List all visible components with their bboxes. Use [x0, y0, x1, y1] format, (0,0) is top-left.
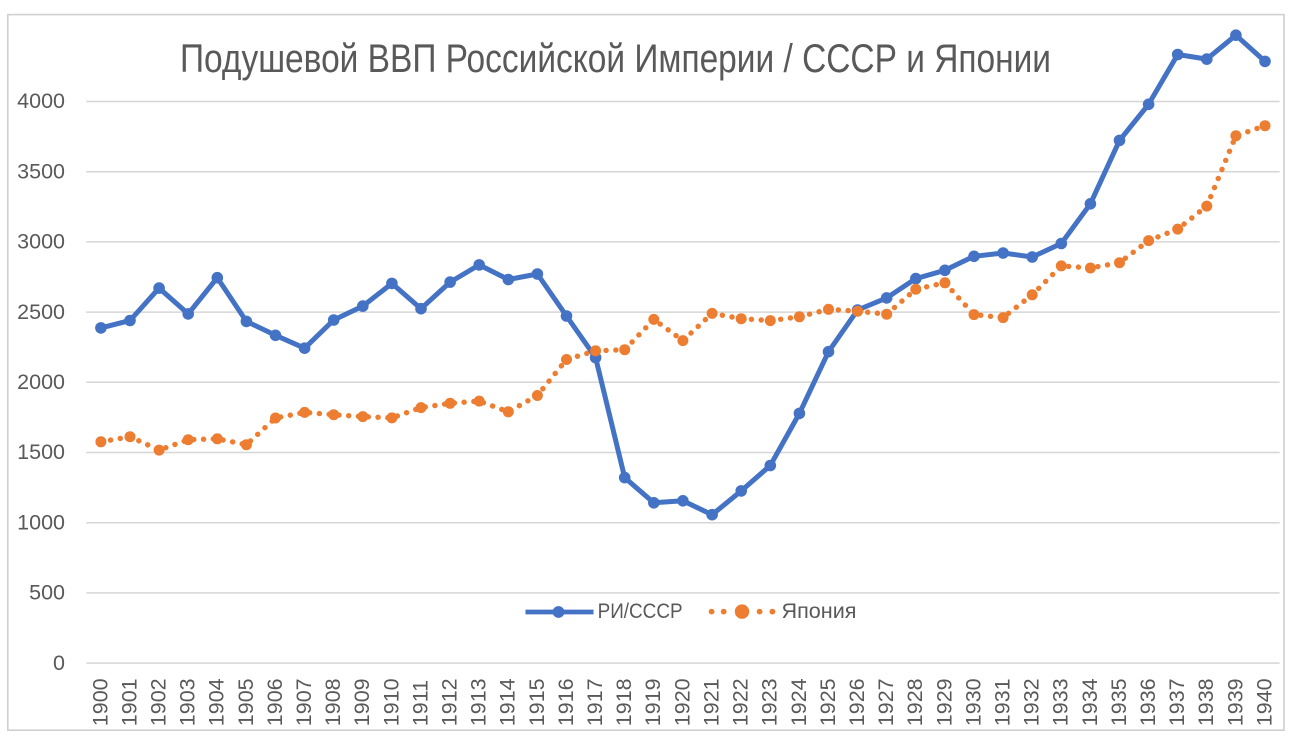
svg-text:1922: 1922: [729, 678, 753, 726]
svg-text:1905: 1905: [234, 678, 258, 726]
svg-text:1901: 1901: [117, 678, 141, 726]
svg-text:1000: 1000: [17, 510, 65, 534]
svg-text:500: 500: [29, 581, 65, 605]
svg-text:1904: 1904: [205, 678, 229, 726]
svg-text:1934: 1934: [1078, 678, 1102, 726]
svg-text:0: 0: [53, 651, 65, 675]
svg-text:Подушевой ВВП Российской Импер: Подушевой ВВП Российской Империи / СССР …: [180, 37, 1051, 81]
svg-text:1928: 1928: [903, 678, 927, 726]
svg-text:1930: 1930: [961, 678, 985, 726]
svg-text:1909: 1909: [350, 678, 374, 726]
svg-text:1914: 1914: [496, 678, 520, 726]
svg-text:1920: 1920: [670, 678, 694, 726]
svg-text:1900: 1900: [88, 678, 112, 726]
svg-text:1918: 1918: [612, 678, 636, 726]
svg-text:1903: 1903: [176, 678, 200, 726]
svg-text:1932: 1932: [1020, 678, 1044, 726]
svg-text:1936: 1936: [1136, 678, 1160, 726]
svg-text:2500: 2500: [17, 300, 65, 324]
svg-text:1910: 1910: [379, 678, 403, 726]
svg-text:1916: 1916: [554, 678, 578, 726]
svg-text:1919: 1919: [641, 678, 665, 726]
svg-text:1924: 1924: [787, 678, 811, 726]
svg-text:1906: 1906: [263, 678, 287, 726]
svg-text:2000: 2000: [17, 370, 65, 394]
svg-text:3500: 3500: [17, 159, 65, 183]
svg-text:1902: 1902: [147, 678, 171, 726]
svg-text:1938: 1938: [1194, 678, 1218, 726]
svg-text:1915: 1915: [525, 678, 549, 726]
svg-text:3000: 3000: [17, 230, 65, 254]
svg-text:1940: 1940: [1252, 678, 1276, 726]
svg-text:1931: 1931: [991, 678, 1015, 726]
svg-text:РИ/СССР: РИ/СССР: [598, 600, 683, 623]
svg-text:1935: 1935: [1107, 678, 1131, 726]
svg-text:1929: 1929: [932, 678, 956, 726]
svg-text:1907: 1907: [292, 678, 316, 726]
svg-text:1921: 1921: [700, 678, 724, 726]
svg-text:1923: 1923: [758, 678, 782, 726]
svg-text:1500: 1500: [17, 440, 65, 464]
svg-text:1933: 1933: [1049, 678, 1073, 726]
svg-text:1937: 1937: [1165, 678, 1189, 726]
svg-text:1913: 1913: [467, 678, 491, 726]
svg-text:1926: 1926: [845, 678, 869, 726]
svg-text:1912: 1912: [438, 678, 462, 726]
svg-text:1939: 1939: [1223, 678, 1247, 726]
svg-text:4000: 4000: [17, 89, 65, 113]
svg-text:Япония: Япония: [782, 600, 857, 623]
svg-text:1927: 1927: [874, 678, 898, 726]
svg-text:1917: 1917: [583, 678, 607, 726]
svg-text:1925: 1925: [816, 678, 840, 726]
svg-text:1908: 1908: [321, 678, 345, 726]
svg-text:1911: 1911: [408, 680, 432, 726]
